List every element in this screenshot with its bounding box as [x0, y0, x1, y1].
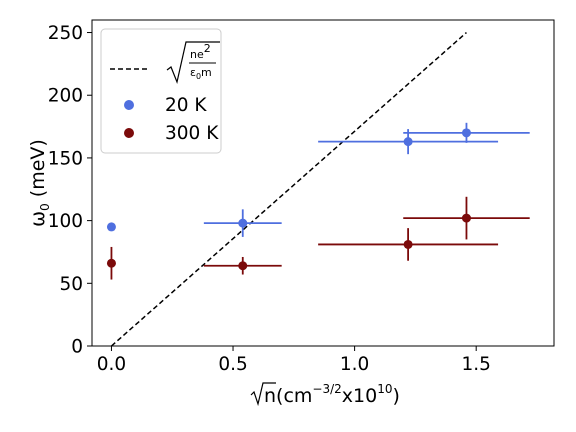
data-point-300k [403, 239, 413, 249]
x-axis-radicand: n [264, 385, 276, 407]
data-point-300k [106, 258, 116, 268]
y-axis-unit: (meV) [27, 139, 49, 203]
legend-marker-300k [124, 128, 134, 138]
y-tick-label: 200 [48, 86, 83, 107]
x-tick-label: 0.0 [97, 354, 126, 375]
data-point-20k [106, 222, 116, 232]
x-axis-title: n(cm−3/2x1010) [250, 382, 400, 407]
data-point-300k [461, 213, 471, 223]
plot-frame [91, 19, 555, 347]
y-tick-label: 150 [48, 148, 83, 169]
y-axis-title: ω0 (meV) [27, 139, 52, 227]
x-axis-mid: x10 [342, 385, 377, 407]
plot-marks [106, 31, 530, 347]
legend-formula-den: ε [190, 66, 196, 79]
legend-formula-den-rest: m [201, 66, 212, 79]
y-axis-symbol: ω [27, 211, 49, 227]
legend-marker-20k [124, 100, 134, 110]
y-axis: 0 50 100 150 200 250 [48, 23, 92, 358]
legend-formula-denominator: ε0m [190, 66, 212, 81]
y-tick-label: 0 [71, 337, 83, 358]
data-point-20k [238, 218, 248, 228]
x-tick-label: 1.0 [340, 354, 369, 375]
x-tick-label: 0.5 [218, 354, 247, 375]
legend-label-300k: 300 K [165, 123, 219, 144]
legend-formula-num-exp: 2 [204, 42, 211, 55]
x-tick-label: 1.5 [461, 354, 490, 375]
x-axis-exponent-2: 10 [377, 382, 392, 396]
x-axis: 0.0 0.5 1.0 1.5 [97, 346, 491, 375]
legend-formula-numerator: ne2 [190, 42, 211, 61]
y-axis-subscript: 0 [38, 203, 52, 211]
legend-formula-num: ne [190, 48, 204, 61]
data-point-300k [238, 261, 248, 271]
data-point-20k [461, 128, 471, 138]
legend-sqrt-sign-icon [166, 41, 220, 85]
legend-label-20k: 20 K [165, 95, 207, 116]
legend: ne2 ε0m 20 K 300 K [100, 28, 222, 154]
x-axis-prefix: (cm [276, 385, 312, 407]
x-axis-exponent-1: −3/2 [312, 382, 341, 396]
y-tick-label: 100 [48, 211, 83, 232]
legend-formula-den-sub: 0 [196, 72, 201, 81]
y-tick-label: 250 [48, 23, 83, 44]
svg-text:n(cm−3/2x1010): n(cm−3/2x1010) [264, 382, 400, 407]
x-axis-sqrt-sign-icon [250, 382, 276, 407]
data-point-20k [403, 137, 413, 147]
reference-line-dashed [110, 31, 467, 347]
x-axis-suffix: ) [393, 385, 400, 407]
y-tick-label: 50 [59, 274, 83, 295]
legend-box [100, 28, 222, 154]
